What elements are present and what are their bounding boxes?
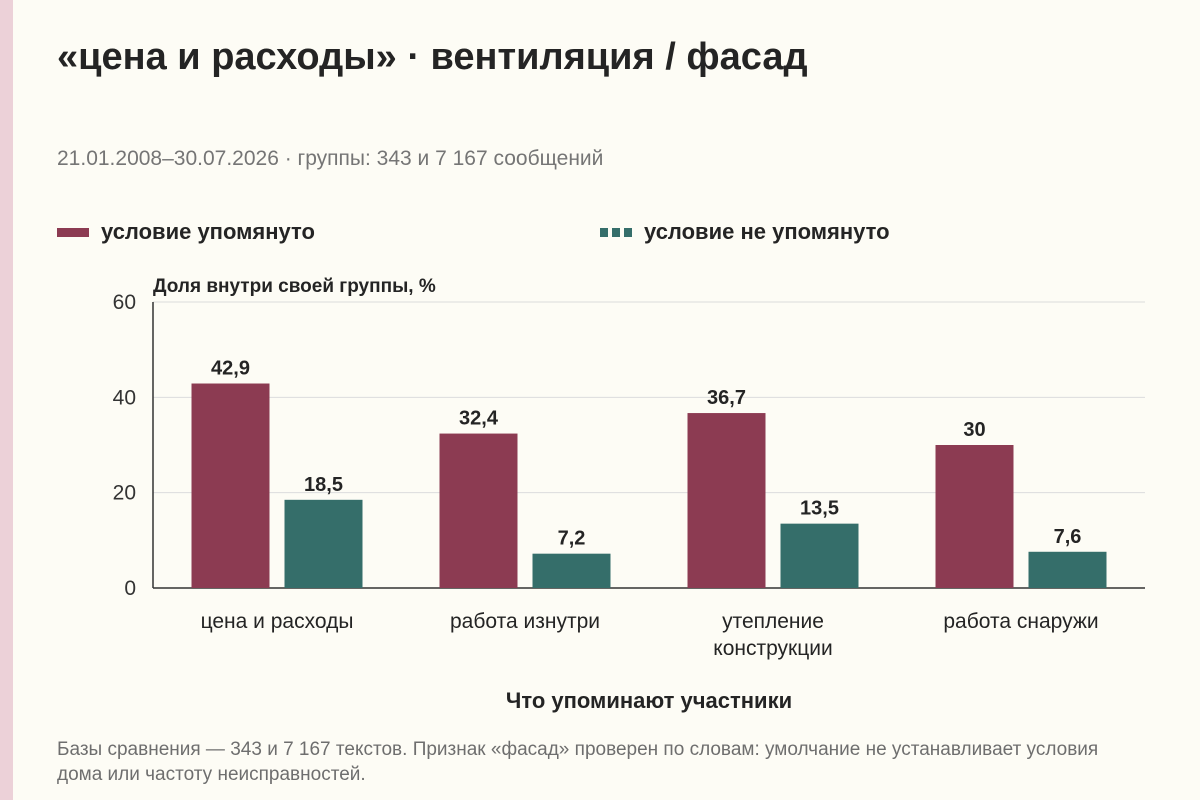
y-tick-label: 40 [113, 386, 136, 409]
bar [780, 523, 859, 588]
bar-value-label: 18,5 [304, 474, 343, 496]
bar-value-label: 36,7 [707, 387, 746, 409]
y-tick-label: 60 [113, 291, 136, 314]
left-accent-stripe [0, 0, 13, 800]
footnote: Базы сравнения — 343 и 7 167 текстов. Пр… [57, 739, 1099, 785]
legend-swatch-mentioned [57, 227, 89, 237]
y-tick-label: 0 [124, 577, 136, 600]
bar [687, 413, 766, 588]
chart-title: «цена и расходы» · вентиляция / фасад [57, 36, 808, 78]
x-tick-label: цена и расходы [201, 610, 354, 633]
x-tick-label: работа изнутри [450, 610, 600, 633]
x-tick-label: утепление [722, 610, 824, 633]
x-axis-label: Что упоминают участники [506, 688, 792, 713]
chart-subtitle: 21.01.2008–30.07.2026 · группы: 343 и 7 … [57, 147, 604, 170]
bar-value-label: 30 [963, 419, 985, 441]
bar [935, 445, 1014, 588]
bar [439, 433, 518, 588]
x-tick-label: конструкции [713, 637, 832, 660]
legend-item-mentioned: условие упомянуто [57, 219, 315, 245]
bar [532, 553, 611, 588]
y-axis-label: Доля внутри своей группы, % [153, 276, 436, 297]
legend-label-mentioned: условие упомянуто [101, 219, 315, 244]
bar-value-label: 32,4 [459, 408, 499, 430]
y-tick-label: 20 [113, 482, 136, 505]
bar [284, 499, 363, 588]
bar-value-label: 42,9 [211, 358, 250, 380]
bar [191, 383, 270, 588]
bar-value-label: 13,5 [800, 498, 839, 520]
legend-swatch-not-mentioned [600, 227, 632, 237]
bar-value-label: 7,6 [1054, 526, 1082, 548]
x-tick-label: работа снаружи [943, 610, 1098, 633]
bar [1028, 551, 1107, 588]
legend-label-not-mentioned: условие не упомянуто [644, 219, 890, 244]
bar-value-label: 7,2 [558, 528, 586, 550]
legend-item-not-mentioned: условие не упомянуто [600, 219, 890, 245]
